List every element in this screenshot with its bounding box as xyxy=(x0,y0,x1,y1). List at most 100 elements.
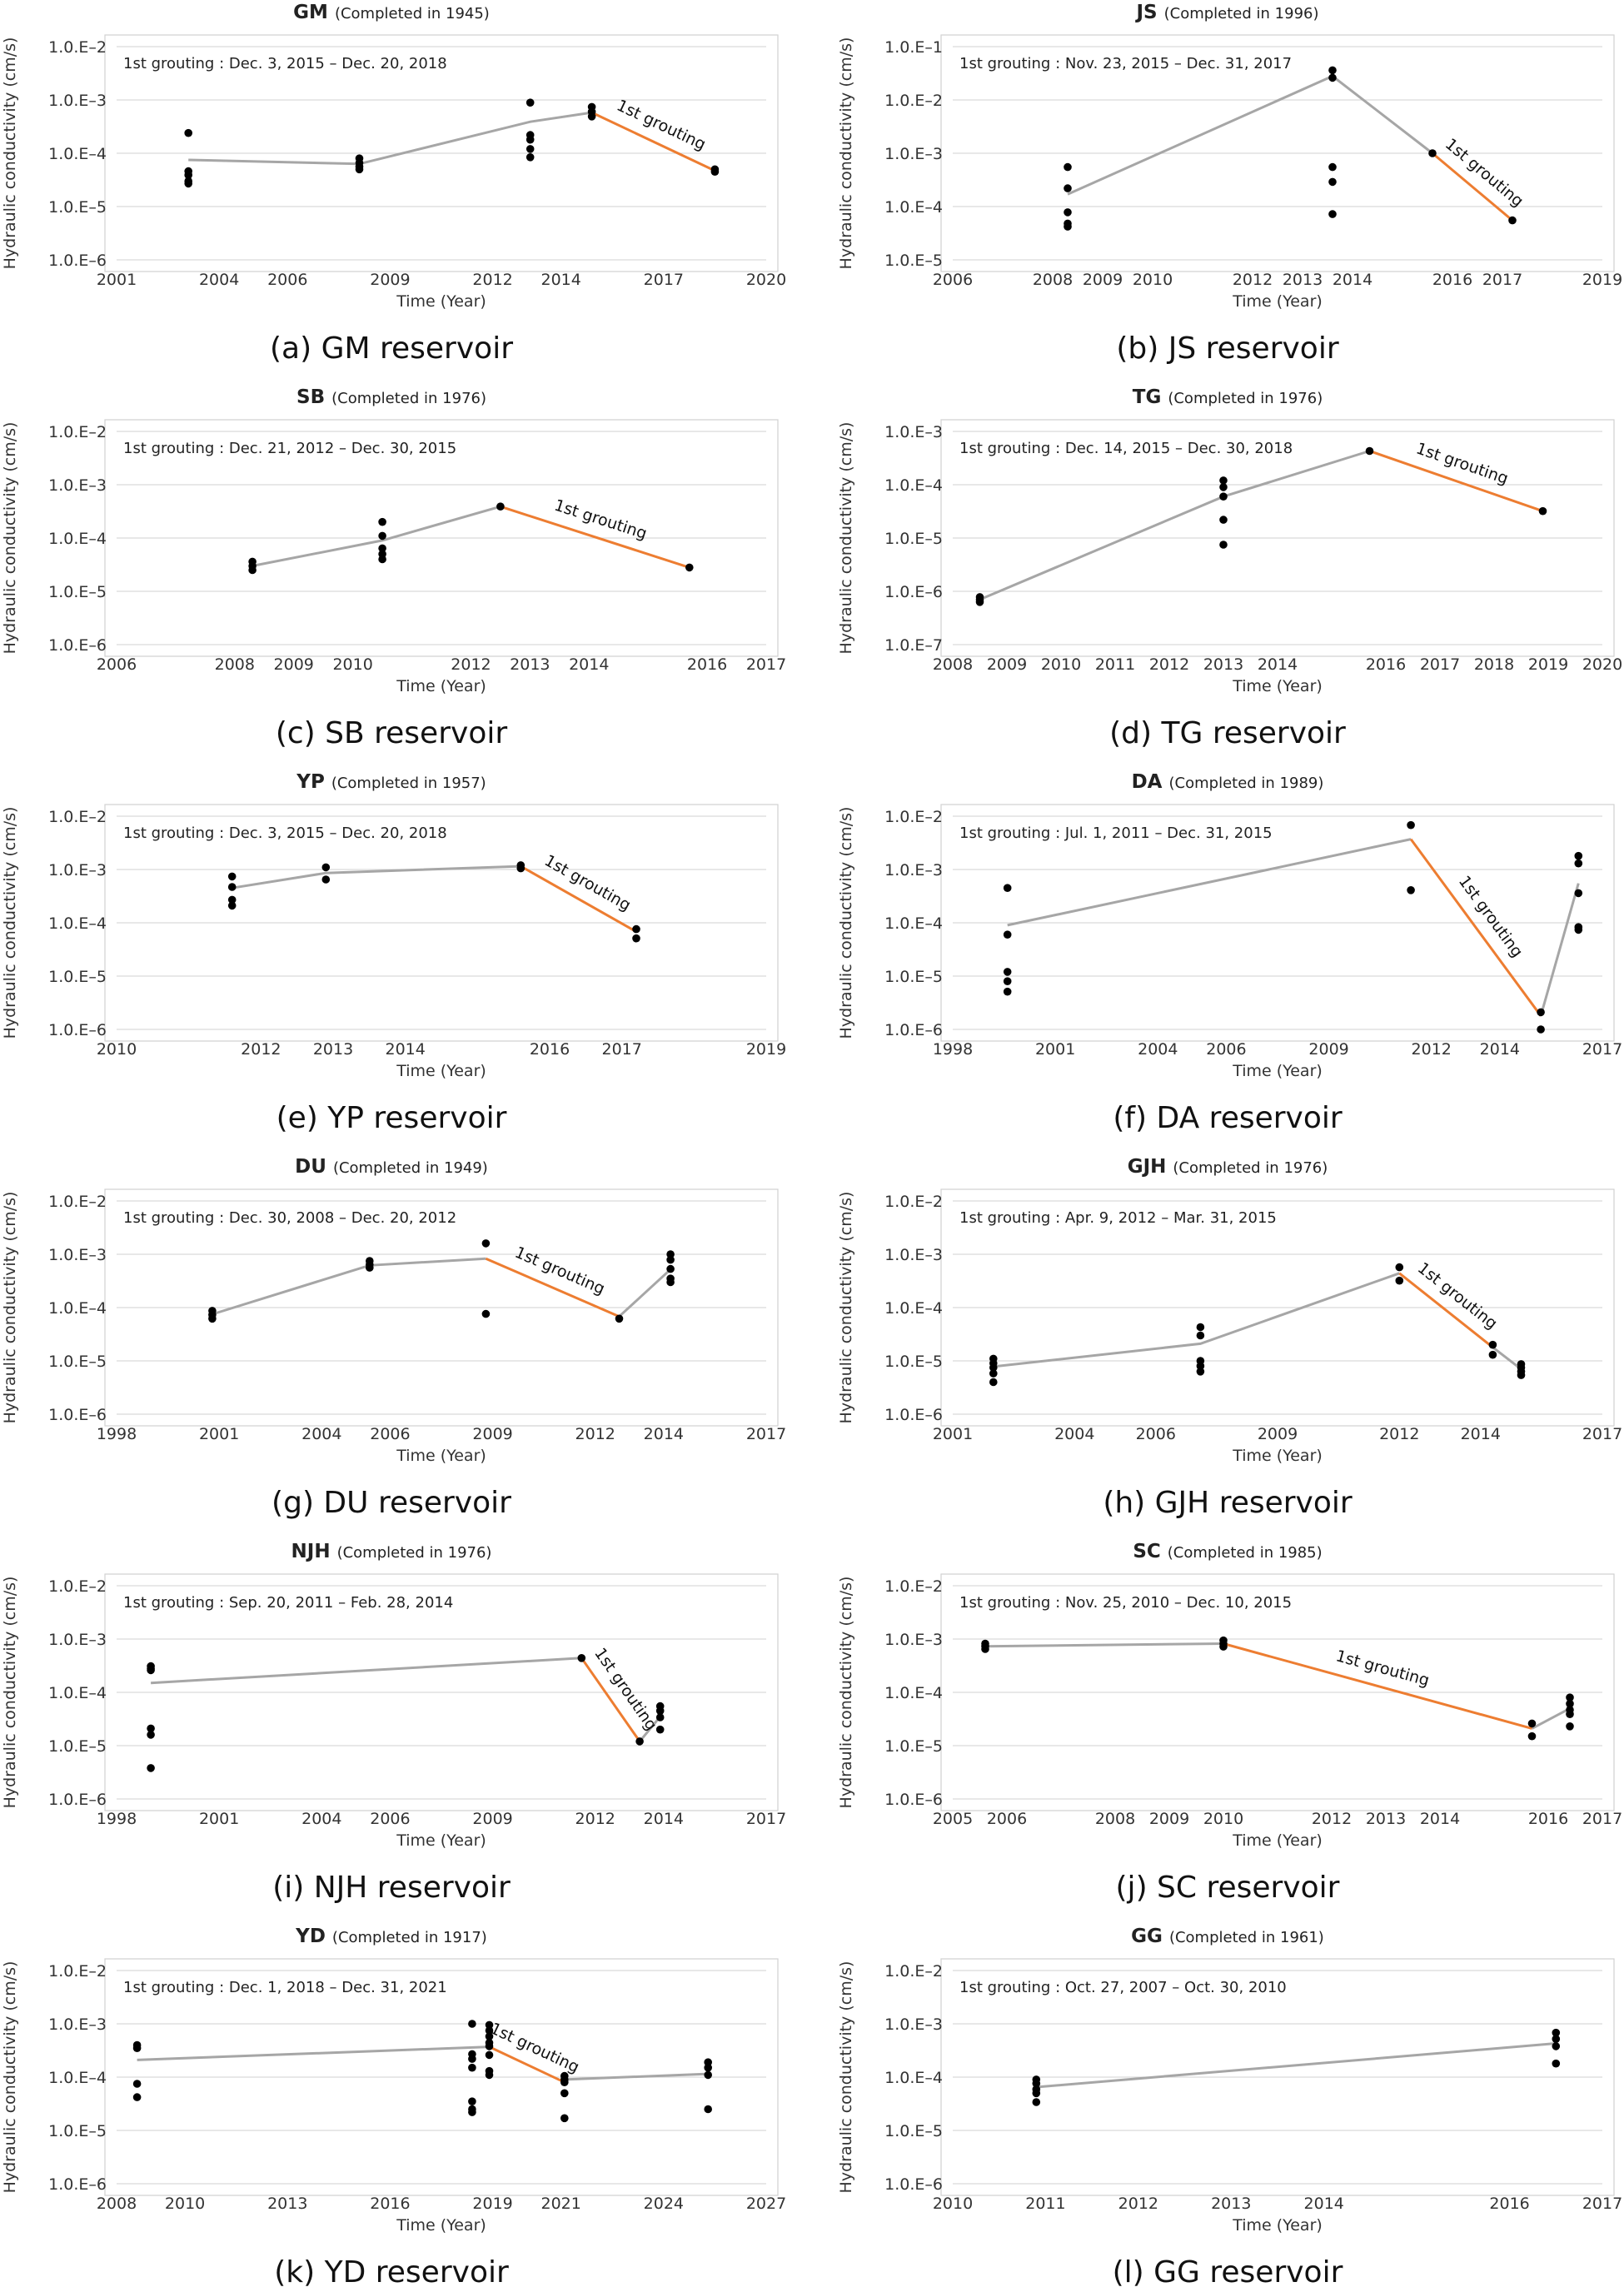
y-tick-label: 1.0.E–4 xyxy=(884,476,943,495)
chart-title: GM (Completed in 1945) xyxy=(293,2,490,23)
data-point xyxy=(1574,859,1583,868)
data-point xyxy=(1328,66,1337,75)
data-point xyxy=(1537,1025,1545,1034)
x-tick-label: 2009 xyxy=(472,1425,512,1443)
x-tick-label: 2016 xyxy=(687,655,727,674)
x-tick-label: 2004 xyxy=(1138,1040,1178,1059)
x-tick-label: 2010 xyxy=(1133,271,1173,289)
data-point xyxy=(1003,977,1012,985)
data-point xyxy=(666,1278,675,1287)
y-tick-label: 1.0.E–3 xyxy=(884,423,943,441)
y-tick-label: 1.0.E–6 xyxy=(884,1406,943,1424)
chart-k: YD (Completed in 1917) 1.0.E–6 1.0.E–5 1.0.E… xyxy=(1,1926,786,2287)
x-tick-label: 2006 xyxy=(987,1810,1027,1828)
data-point xyxy=(1527,1719,1537,1728)
x-axis-label: Time (Year) xyxy=(396,677,486,695)
x-tick-label: 2012 xyxy=(451,655,491,674)
chart-caption: (k) YD reservoir xyxy=(274,2255,509,2287)
y-tick-label: 1.0.E–3 xyxy=(884,1246,943,1264)
x-tick-label: 2014 xyxy=(541,271,581,289)
data-point xyxy=(666,1264,675,1273)
chart-caption: (g) DU reservoir xyxy=(271,1486,511,1520)
chart-caption: (i) NJH reservoir xyxy=(272,1871,511,1905)
y-tick-label: 1.0.E–3 xyxy=(48,861,107,879)
chart-l: GG (Completed in 1961) 1.0.E–6 1.0.E–5 1.0.E… xyxy=(837,1926,1622,2287)
x-tick-label: 2006 xyxy=(1206,1040,1246,1059)
y-tick-label: 1.0.E–6 xyxy=(884,2175,943,2194)
x-tick-label: 2018 xyxy=(1474,655,1514,674)
y-axis-label: Hydraulic conductivity (cm/s) xyxy=(1,422,19,655)
x-tick-label: 2017 xyxy=(746,1425,786,1443)
y-tick-label: 1.0.E–2 xyxy=(884,1577,943,1596)
y-tick-label: 1.0.E–2 xyxy=(48,808,107,826)
grouting-period-note: 1st grouting : Dec. 14, 2015 – Dec. 30, … xyxy=(959,440,1293,457)
chart-d: TG (Completed in 1976) 1.0.E–7 1.0.E–6 1.0.E… xyxy=(837,386,1622,750)
data-point xyxy=(989,1378,998,1387)
data-point xyxy=(560,2078,569,2086)
x-tick-label: 2010 xyxy=(97,1040,137,1059)
x-axis-label: Time (Year) xyxy=(396,1062,486,1080)
x-tick-label: 2020 xyxy=(1582,655,1622,674)
data-point xyxy=(655,1725,665,1734)
chart-title: NJH (Completed in 1976) xyxy=(291,1541,492,1562)
x-tick-label: 2017 xyxy=(1582,2195,1622,2213)
data-point xyxy=(468,2020,476,2028)
y-axis-label: Hydraulic conductivity (cm/s) xyxy=(1,1961,19,2194)
chart-caption: (d) TG reservoir xyxy=(1109,716,1346,750)
x-tick-label: 2013 xyxy=(267,2195,307,2213)
y-tick-label: 1.0.E–5 xyxy=(884,1737,943,1756)
trend-line-after xyxy=(618,1268,672,1318)
grouting-period-note: 1st grouting : Oct. 27, 2007 – Oct. 30, … xyxy=(959,1979,1287,1996)
x-tick-label: 2009 xyxy=(370,271,410,289)
data-point xyxy=(485,2020,494,2030)
data-point xyxy=(1488,1340,1497,1349)
x-axis-label: Time (Year) xyxy=(396,2216,486,2235)
data-point xyxy=(1032,2089,1041,2098)
chart-frame xyxy=(104,1188,779,1427)
chart-title-name: JS xyxy=(1134,2,1157,23)
trend-line xyxy=(232,864,521,889)
chart-frame xyxy=(104,804,779,1042)
y-tick-label: 1.0.E–3 xyxy=(48,1631,107,1649)
y-tick-label: 1.0.E–5 xyxy=(884,2122,943,2140)
data-point xyxy=(1488,1350,1497,1359)
data-point xyxy=(1219,492,1228,501)
x-tick-label: 2011 xyxy=(1025,2195,1065,2213)
chart-title-completed: (Completed in 1917) xyxy=(332,1929,487,1946)
x-tick-label: 2017 xyxy=(1582,1810,1622,1828)
data-point xyxy=(468,2097,476,2105)
x-axis-label: Time (Year) xyxy=(1232,677,1323,695)
x-tick-label: 2009 xyxy=(1308,1040,1348,1059)
chart-title-name: NJH xyxy=(291,1541,331,1562)
y-tick-label: 1.0.E–5 xyxy=(884,968,943,986)
data-point xyxy=(526,135,535,144)
data-point xyxy=(526,153,535,162)
y-tick-label: 1.0.E–2 xyxy=(884,1193,943,1211)
chart-title: DA (Completed in 1989) xyxy=(1132,771,1324,793)
x-tick-label: 2012 xyxy=(1379,1425,1419,1443)
x-tick-label: 2006 xyxy=(370,1810,410,1828)
y-tick-label: 1.0.E–6 xyxy=(48,1021,107,1039)
chart-title-name: GJH xyxy=(1128,1156,1167,1178)
data-point xyxy=(1407,886,1415,894)
y-tick-label: 1.0.E–4 xyxy=(48,1684,107,1702)
data-point xyxy=(132,2093,142,2101)
chart-a: GM (Completed in 1945) 1.0.E–6 1.0.E–5 1.0.E… xyxy=(1,2,786,366)
data-point xyxy=(1196,1323,1205,1332)
y-tick-label: 1.0.E–4 xyxy=(48,914,107,933)
x-tick-label: 1998 xyxy=(97,1810,137,1828)
y-tick-label: 1.0.E–4 xyxy=(884,1684,943,1702)
grouting-period-note: 1st grouting : Dec. 1, 2018 – Dec. 31, 2… xyxy=(123,1979,447,1996)
data-point xyxy=(1517,1371,1526,1379)
x-tick-label: 2019 xyxy=(746,1040,786,1059)
data-point xyxy=(560,2114,569,2123)
chart-title-completed: (Completed in 1949) xyxy=(333,1159,488,1177)
y-axis-label: Hydraulic conductivity (cm/s) xyxy=(837,807,855,1039)
chart-frame xyxy=(940,34,1615,272)
data-point xyxy=(516,864,526,873)
chart-c: SB (Completed in 1976) 1.0.E–6 1.0.E–5 1.0.E… xyxy=(1,386,786,750)
y-tick-label: 1.0.E–6 xyxy=(884,583,943,601)
data-point xyxy=(378,544,386,553)
data-point xyxy=(248,566,257,575)
